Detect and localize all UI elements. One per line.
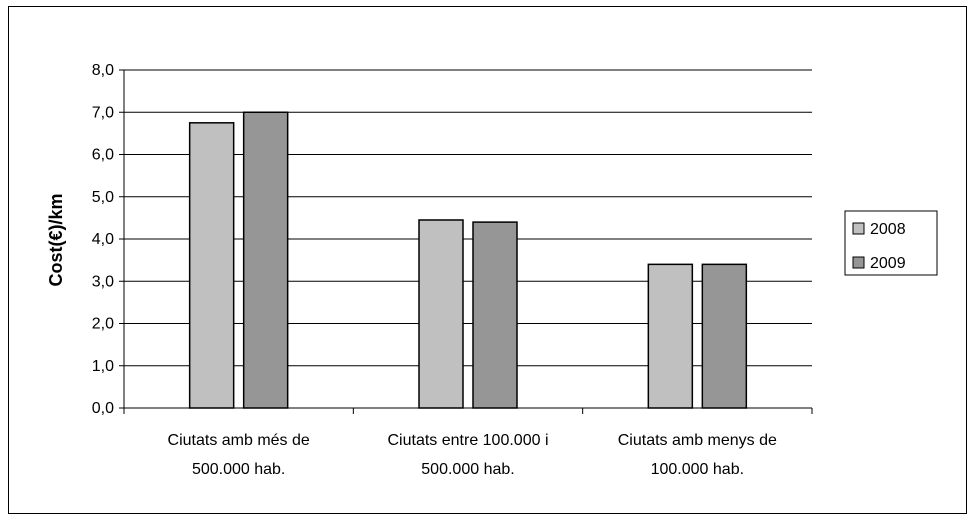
y-tick-label: 3,0 — [92, 273, 114, 290]
axes — [119, 69, 813, 414]
x-category-label: Ciutats entre 100.000 i — [388, 432, 549, 449]
y-tick-label: 4,0 — [92, 231, 114, 248]
bar-2008 — [418, 219, 464, 409]
bar-2009 — [701, 263, 748, 409]
x-category-label: 500.000 hab. — [192, 461, 285, 478]
x-category-label: Ciutats amb més de — [168, 432, 310, 449]
legend-swatch-2009 — [852, 256, 865, 269]
legend-swatch-2008 — [852, 222, 865, 235]
bar-2009 — [472, 221, 518, 409]
y-axis-title: Cost(€)/km — [46, 193, 66, 286]
y-tick-label: 5,0 — [92, 189, 114, 206]
legend-label-2008: 2008 — [870, 221, 906, 238]
bar-2009 — [242, 111, 289, 409]
y-tick-label: 2,0 — [92, 316, 114, 333]
y-tick-label: 7,0 — [92, 104, 114, 121]
y-tick-label: 0,0 — [92, 400, 114, 417]
y-tick-label: 8,0 — [92, 62, 114, 79]
bars — [188, 111, 748, 409]
y-tick-label: 1,0 — [92, 358, 114, 375]
legend: 2008 2009 — [844, 210, 938, 276]
bar-2008 — [188, 122, 235, 409]
bar-2008 — [647, 263, 694, 409]
legend-label-2009: 2009 — [870, 255, 906, 272]
y-tick-labels: 0,0 1,0 2,0 3,0 4,0 5,0 6,0 7,0 8,0 — [92, 62, 114, 417]
x-category-label: 100.000 hab. — [651, 461, 744, 478]
gridlines — [124, 69, 812, 367]
x-category-label: Ciutats amb menys de — [618, 432, 777, 449]
x-category-labels: Ciutats amb més de 500.000 hab. Ciutats en… — [168, 432, 777, 478]
x-category-label: 500.000 hab. — [421, 461, 514, 478]
y-tick-label: 6,0 — [92, 147, 114, 164]
